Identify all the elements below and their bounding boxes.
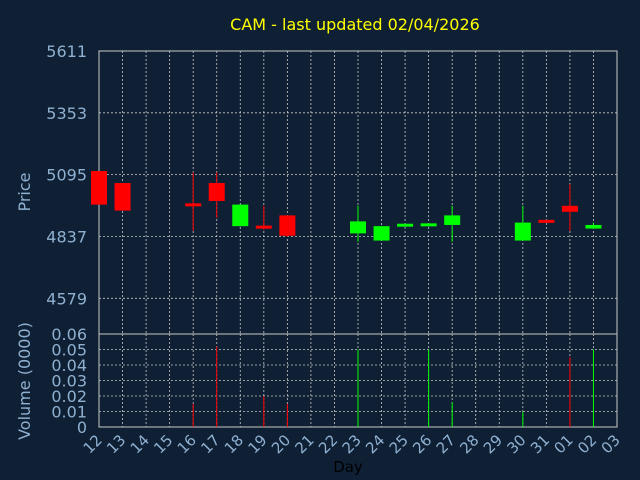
candle-body — [561, 205, 578, 212]
x-tick-label: 27 — [433, 431, 459, 457]
x-tick-label: 30 — [503, 431, 529, 457]
x-tick-label: 29 — [480, 431, 506, 457]
volume-tick-label: 0 — [77, 418, 87, 437]
candle-body — [350, 221, 366, 234]
volume-tick-label: 0.06 — [51, 325, 87, 344]
x-tick-label: 22 — [315, 431, 341, 457]
x-tick-label: 16 — [174, 431, 200, 457]
x-tick-label: 13 — [103, 431, 129, 457]
x-tick-label: 23 — [339, 431, 365, 457]
x-axis-label: Day — [333, 458, 363, 476]
volume-tick-label: 0.04 — [51, 356, 87, 375]
candle-body — [114, 183, 131, 211]
volume-panel: 0.060.050.040.030.020.010121314151617181… — [51, 325, 623, 457]
x-tick-label: 19 — [244, 431, 270, 457]
x-tick-label: 26 — [409, 431, 435, 457]
candle-body — [397, 223, 414, 227]
candle-body — [514, 222, 531, 241]
y-axis-label: Price — [15, 172, 34, 211]
candle-body — [279, 215, 296, 236]
price-panel: 5611 5353 5095 4837 4579 — [46, 42, 618, 335]
x-tick-label: 20 — [268, 431, 294, 457]
volume-tick-label: 0.03 — [51, 372, 87, 391]
candle-body — [444, 215, 461, 225]
x-tick-label: 02 — [574, 431, 600, 457]
x-tick-label: 01 — [551, 431, 577, 457]
candle-body — [185, 203, 202, 207]
candle-body — [420, 223, 437, 227]
volume-tick-label: 0.02 — [51, 387, 87, 406]
candle-body — [585, 224, 602, 229]
x-tick-label: 24 — [362, 431, 388, 457]
volume-axis-label: Volume (0000) — [15, 322, 34, 440]
x-tick-label: 31 — [527, 431, 553, 457]
price-tick-label: 5353 — [46, 104, 87, 123]
x-tick-label: 14 — [127, 431, 153, 457]
price-tick-label: 5611 — [46, 42, 87, 61]
volume-tick-label: 0.01 — [51, 403, 87, 422]
x-tick-label: 03 — [598, 431, 624, 457]
candle-body — [91, 171, 107, 205]
x-tick-label: 28 — [456, 431, 482, 457]
chart-title: CAM - last updated 02/04/2026 — [230, 15, 480, 34]
candle-body — [255, 225, 272, 229]
x-tick-label: 18 — [221, 431, 247, 457]
price-tick-label: 5095 — [46, 166, 87, 185]
price-tick-label: 4837 — [46, 227, 87, 246]
candle-body — [373, 226, 390, 241]
volume-tick-label: 0.05 — [51, 341, 87, 360]
candle-body — [232, 204, 249, 227]
x-tick-label: 25 — [386, 431, 412, 457]
price-tick-label: 4579 — [46, 289, 87, 308]
x-tick-label: 17 — [197, 431, 223, 457]
x-tick-label: 21 — [292, 431, 318, 457]
candle-body — [538, 219, 555, 223]
candle-body — [208, 183, 225, 202]
x-tick-label: 15 — [150, 431, 176, 457]
